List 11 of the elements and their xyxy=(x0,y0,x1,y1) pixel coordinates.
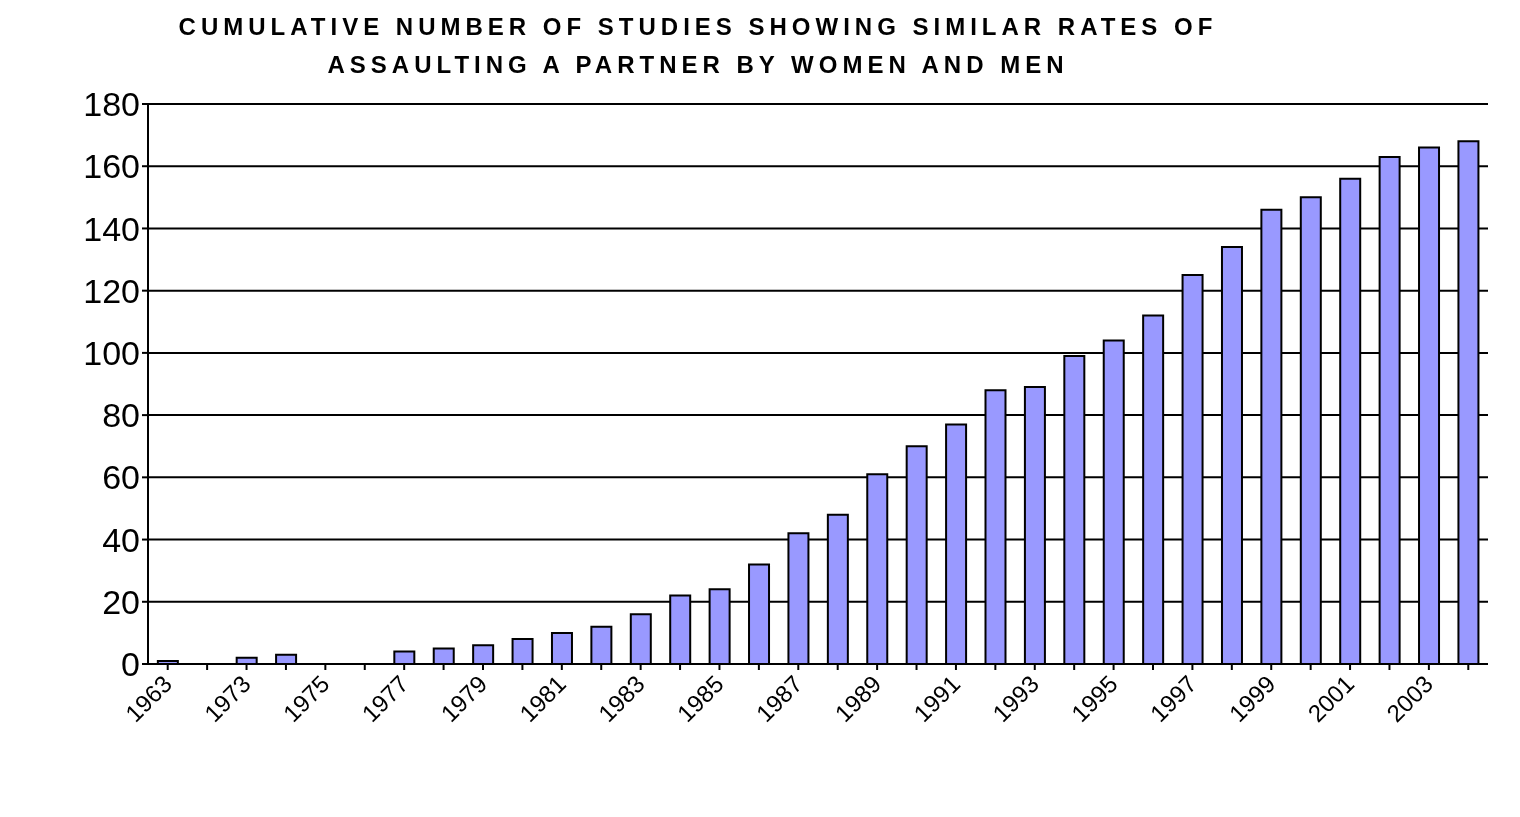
y-tick-label: 180 xyxy=(83,85,140,124)
y-tick-label: 100 xyxy=(83,333,140,372)
y-tick-label: 120 xyxy=(83,271,140,310)
y-tick-label: 80 xyxy=(102,396,140,435)
y-tick-label: 160 xyxy=(83,147,140,186)
y-tick-label: 40 xyxy=(102,520,140,559)
chart-title: CUMULATIVE NUMBER OF STUDIES SHOWING SIMILAR RATES OF ASSAULTING A PARTNER BY WOMEN AND MEN xyxy=(177,12,1219,80)
y-tick-label: 140 xyxy=(83,209,140,248)
y-tick-label: 20 xyxy=(102,582,140,621)
y-tick-label: 60 xyxy=(102,458,140,497)
y-tick-label: 0 xyxy=(121,645,140,684)
